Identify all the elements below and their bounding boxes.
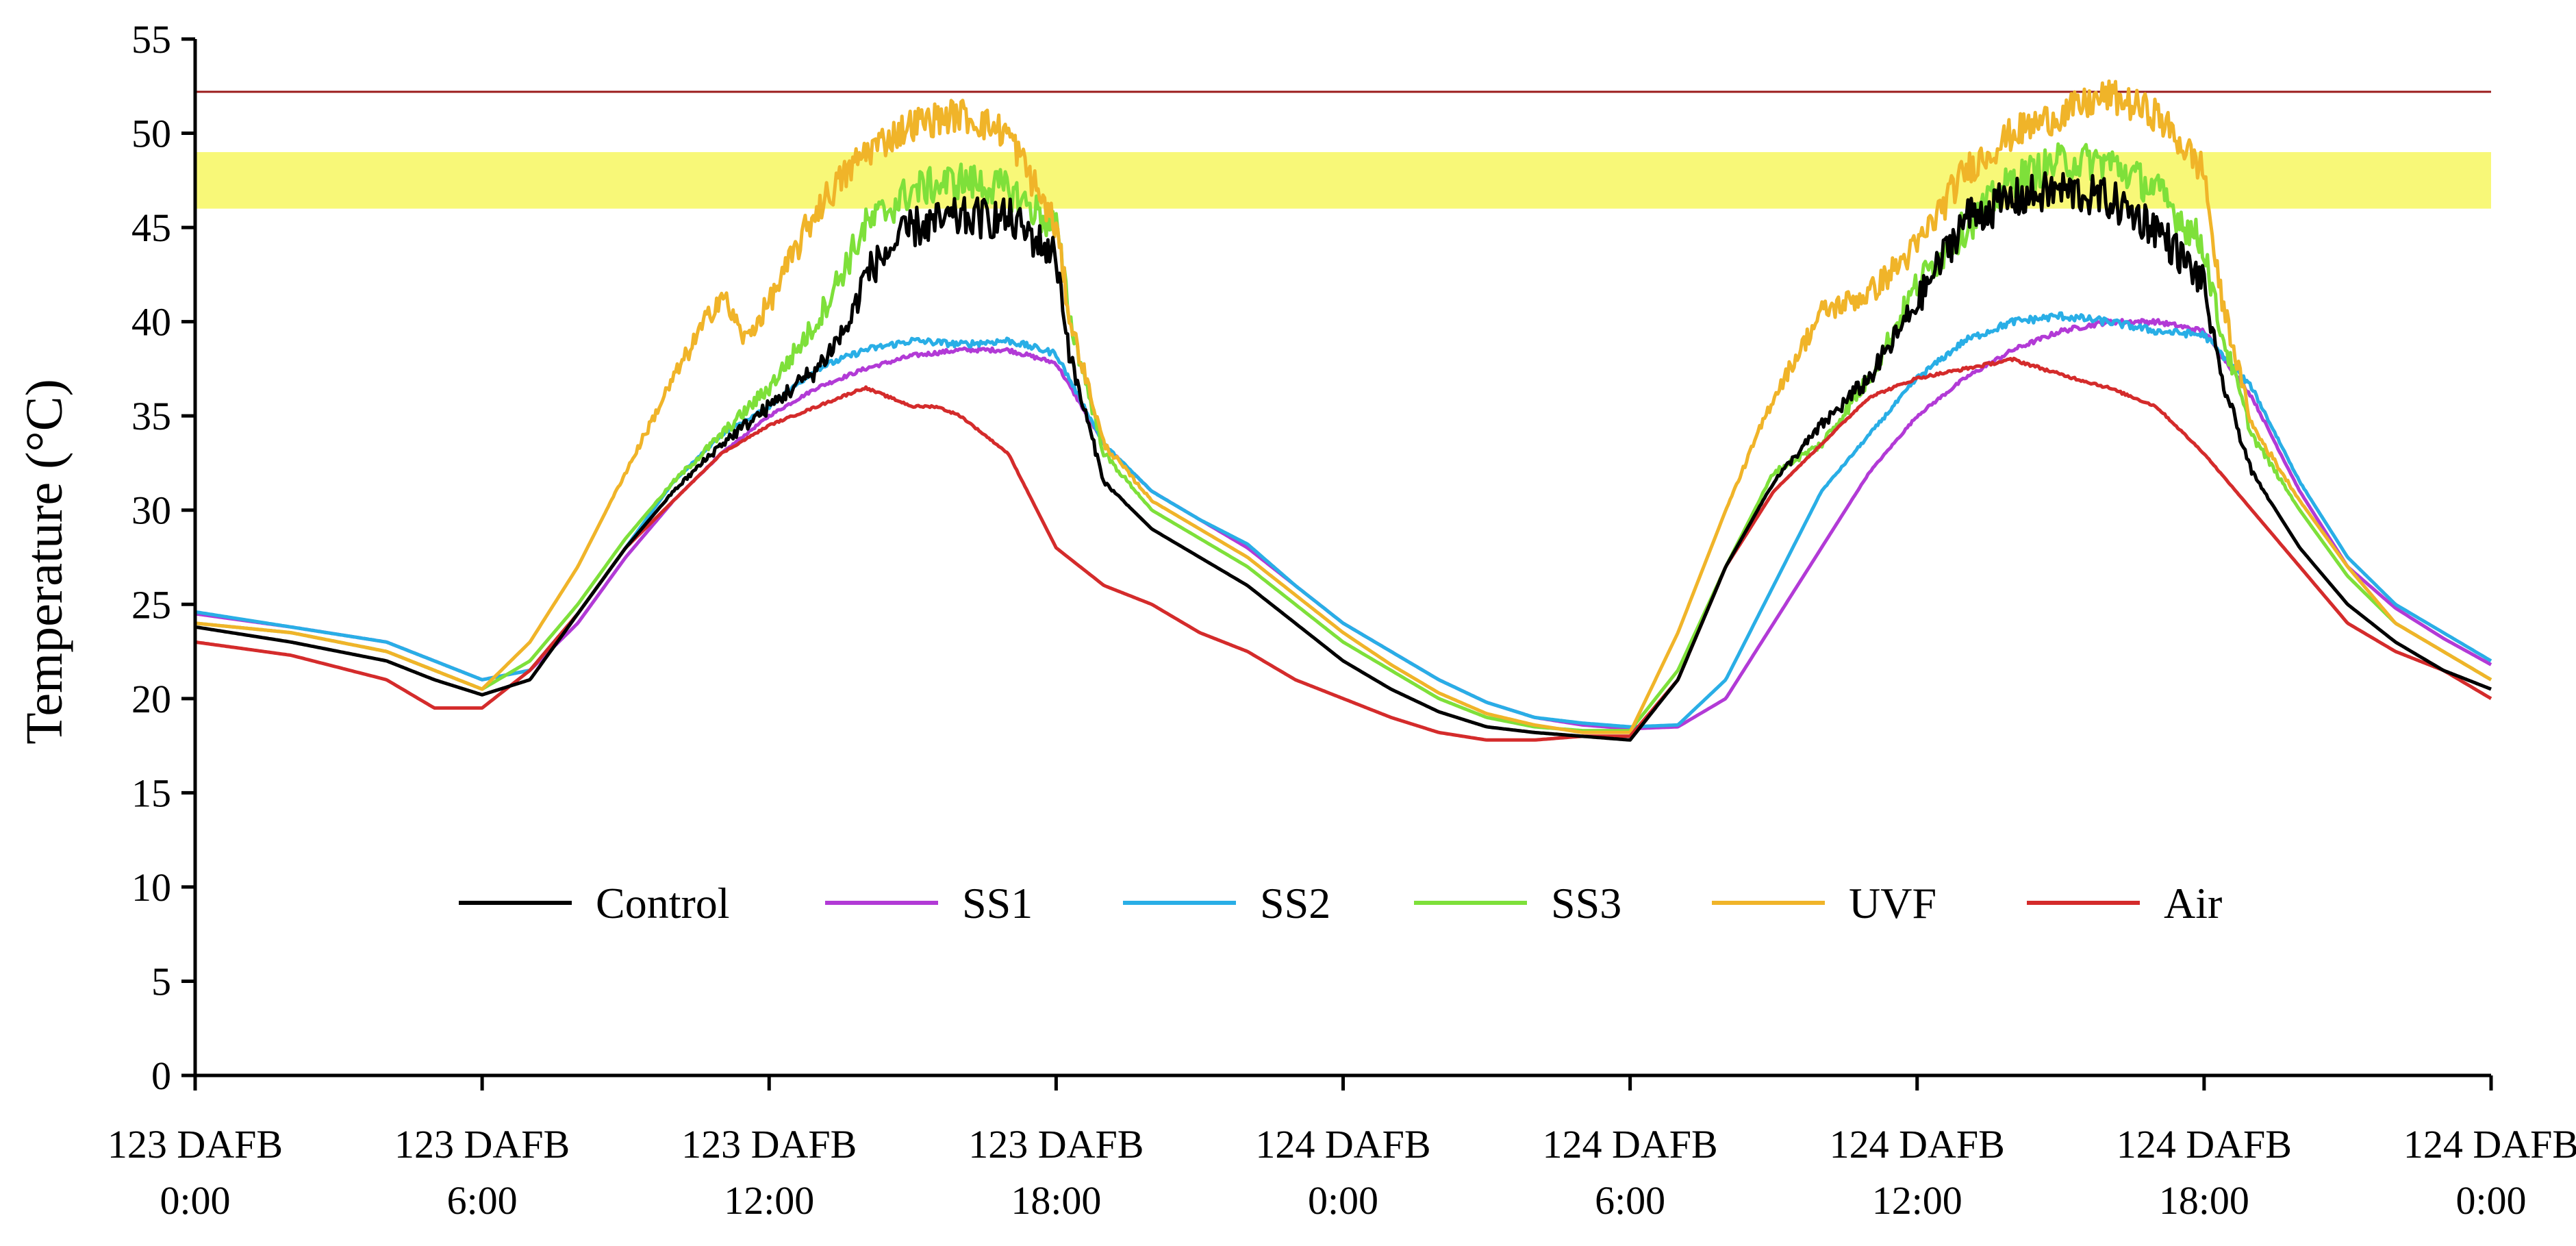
x-tick-label-time: 0:00: [1308, 1178, 1378, 1223]
x-tick-label-day: 123 DAFB: [681, 1122, 857, 1167]
legend-item-ss1: SS1: [825, 879, 1033, 927]
y-tick-label: 25: [131, 582, 171, 627]
x-tick-label-day: 123 DAFB: [108, 1122, 283, 1167]
y-tick-label: 10: [131, 865, 171, 910]
x-tick-label-time: 0:00: [160, 1178, 230, 1223]
x-tick-label-time: 0:00: [2455, 1178, 2526, 1223]
legend-label: SS1: [962, 879, 1033, 927]
x-tick-label-day: 124 DAFB: [1255, 1122, 1430, 1167]
y-tick-label: 35: [131, 394, 171, 438]
legend-label: UVF: [1849, 879, 1936, 927]
series-line-control: [194, 171, 2492, 742]
y-axis-title: Temperature (°C): [16, 379, 73, 745]
x-tick-label-day: 124 DAFB: [1543, 1122, 1718, 1167]
legend-label: SS2: [1260, 879, 1330, 927]
y-tick-label: 15: [131, 771, 171, 815]
y-tick-label: 50: [131, 112, 171, 156]
legend-label: SS3: [1551, 879, 1621, 927]
x-tick-label-day: 124 DAFB: [2403, 1122, 2576, 1167]
x-tick-label-time: 12:00: [724, 1178, 814, 1223]
x-tick-label-time: 6:00: [1595, 1178, 1665, 1223]
x-tick-label-time: 6:00: [447, 1178, 518, 1223]
y-tick-label: 30: [131, 488, 171, 533]
y-tick-label: 20: [131, 677, 171, 721]
y-tick-label: 40: [131, 300, 171, 345]
legend-item-ss2: SS2: [1123, 879, 1330, 927]
legend-item-air: Air: [2027, 879, 2222, 927]
x-tick-label-day: 124 DAFB: [1830, 1122, 2005, 1167]
x-tick-label-time: 18:00: [2159, 1178, 2249, 1223]
x-tick-label-time: 18:00: [1011, 1178, 1101, 1223]
y-tick-label: 45: [131, 205, 171, 250]
series-line-ss3: [194, 142, 2492, 733]
legend-item-uvf: UVF: [1712, 879, 1936, 927]
y-tick-label: 5: [151, 959, 171, 1004]
legend-label: Air: [2164, 879, 2222, 927]
x-tick-label-time: 12:00: [1872, 1178, 1962, 1223]
x-tick-label-day: 124 DAFB: [2117, 1122, 2292, 1167]
y-tick-label: 0: [151, 1054, 171, 1098]
x-tick-label-day: 123 DAFB: [968, 1122, 1144, 1167]
legend-item-control: Control: [459, 879, 730, 927]
y-tick-label: 55: [131, 17, 171, 62]
series-line-uvf: [194, 79, 2492, 734]
legend-label: Control: [596, 879, 730, 927]
x-tick-label-day: 123 DAFB: [394, 1122, 570, 1167]
series-line-air: [194, 356, 2492, 742]
legend-item-ss3: SS3: [1414, 879, 1621, 927]
